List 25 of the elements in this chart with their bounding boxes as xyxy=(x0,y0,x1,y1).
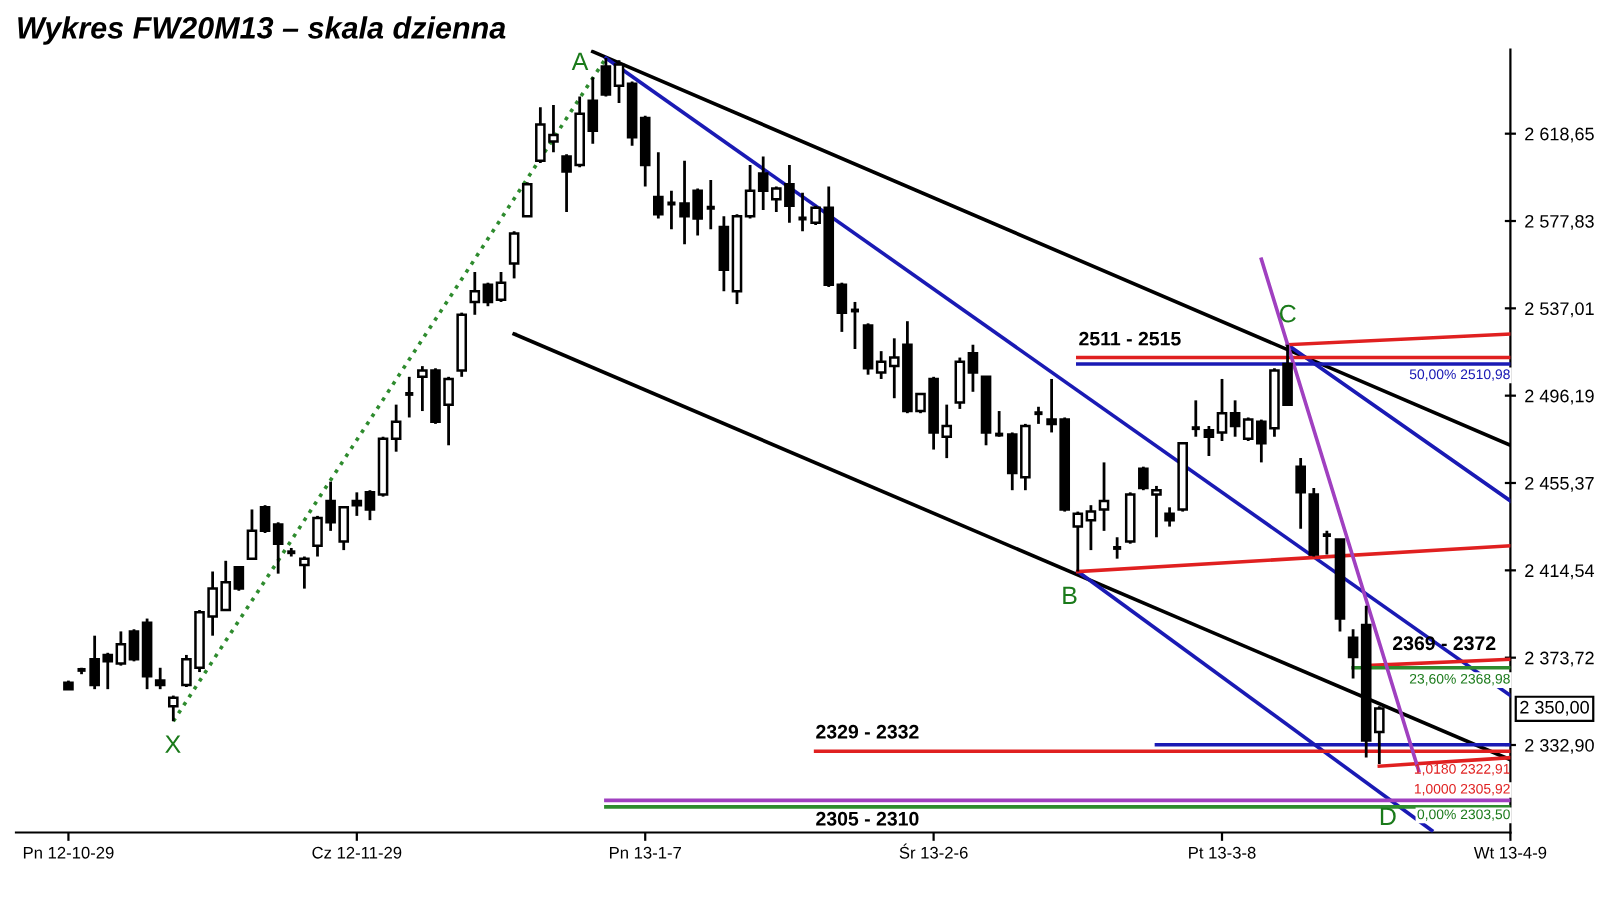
x-tick-label: Śr 13-2-6 xyxy=(899,843,968,859)
annotation: B xyxy=(1063,586,1077,604)
y-tick-label: 2 455,37 xyxy=(1525,476,1594,492)
text: 2 350,00 xyxy=(1520,700,1589,716)
y-tick-label: 2 332,90 xyxy=(1525,738,1594,754)
annotation: D xyxy=(1380,807,1396,825)
annotation: 2511 - 2515 xyxy=(1079,331,1181,346)
annotation: 2329 - 2332 xyxy=(816,724,919,739)
y-tick-label: 2 577,83 xyxy=(1525,214,1594,230)
y-tick-label: 2 414,54 xyxy=(1525,564,1595,580)
annotation: 2305 - 2310 xyxy=(816,811,919,826)
x-tick-label: Wt 13-4-9 xyxy=(1473,846,1547,859)
x-tick-label: Pn 12-10-29 xyxy=(23,846,114,859)
annotation: A xyxy=(571,52,589,70)
y-tick-label: 2 537,01 xyxy=(1525,302,1594,318)
annotation: X xyxy=(165,735,181,753)
y-tick-label: 2 373,72 xyxy=(1525,651,1594,667)
y-tick-label: 2 496,19 xyxy=(1525,389,1594,405)
annotation: 2369 - 2372 xyxy=(1393,636,1496,651)
annotation: C xyxy=(1279,304,1296,323)
y-tick-label: 2 618,65 xyxy=(1525,127,1594,143)
x-tick-label: Cz 12-11-29 xyxy=(312,846,402,859)
x-tick-label: Pn 13-1-7 xyxy=(609,846,681,859)
chart-title: Wykres FW20M13 – skala dzienna xyxy=(18,16,506,45)
x-tick-label: Pt 13-3-8 xyxy=(1189,846,1256,859)
